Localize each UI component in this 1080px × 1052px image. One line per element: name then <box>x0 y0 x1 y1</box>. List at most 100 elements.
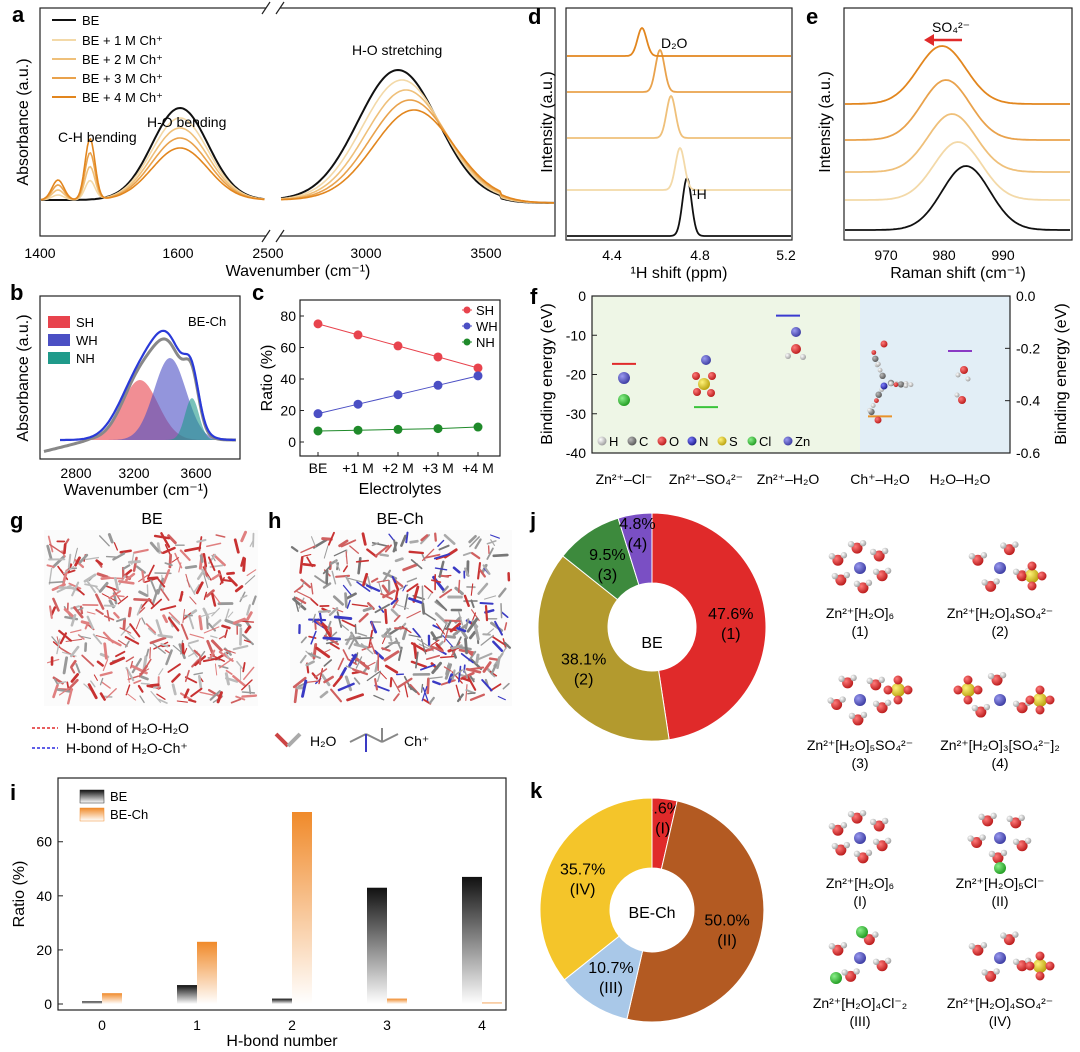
atom-s <box>891 683 905 697</box>
legend-atom-H: H <box>609 434 618 449</box>
chart-f: 0 -10 -20 -30 -40 0.0 -0.2 -0.4 -0.6 Zn²⁺–Cl⁻ Zn²⁺… <box>566 288 1041 487</box>
xtick-i-2: 2 <box>288 1017 296 1033</box>
point-SH-2 <box>393 341 403 351</box>
donut-k-label-2: 10.7% <box>588 960 633 977</box>
structure-id-k-structs-2: (III) <box>850 1013 871 1029</box>
atom-h <box>983 703 991 711</box>
xlabel-b: Wavenumber (cm⁻¹) <box>64 482 209 499</box>
atom-o <box>1025 961 1035 971</box>
atom-zn <box>854 832 866 844</box>
atom-zn <box>994 694 1006 706</box>
ylabel-c: Ratio (%) <box>259 345 276 412</box>
atom-o <box>851 812 863 824</box>
atom-o <box>863 934 875 946</box>
atom-o <box>971 837 983 849</box>
point-NH-3 <box>433 424 443 434</box>
donut-j-slice-0 <box>651 512 767 741</box>
legend-a: BE BE + 1 M Ch⁺ BE + 2 M Ch⁺ BE + 3 M Ch… <box>52 13 163 105</box>
structures-j: Zn²⁺[H₂O]₆ (1) Zn²⁺[H₂O]₄SO₄²⁻ (2) Zn²⁺[H₂O]… <box>807 539 1060 771</box>
chart-i: 0 20 40 60 0 1 2 3 4 <box>36 812 502 1033</box>
ytick-i-2: 40 <box>36 888 52 904</box>
atom-h <box>827 697 834 704</box>
atom-choline <box>888 381 894 387</box>
donut-k: 3.6% (I) 50.0% (II) 10.7% (III) 35.7% (IV) <box>539 797 765 1023</box>
atom-h <box>881 547 889 555</box>
atom-o <box>985 580 997 592</box>
atom-h <box>978 813 985 821</box>
donut-k-num-3: (IV) <box>570 882 596 899</box>
atom-o <box>982 815 994 827</box>
atom-o <box>873 820 885 832</box>
atom-h <box>955 372 961 378</box>
tick-e-990: 990 <box>991 247 1015 263</box>
ytick-c-2: 40 <box>280 371 296 387</box>
legend-atom-O: O <box>669 434 679 449</box>
xtick-i-0: 0 <box>98 1017 106 1033</box>
atom-h <box>853 580 861 588</box>
atom-o <box>960 366 968 374</box>
atom-zn <box>854 562 866 574</box>
ylabel-d: Intensity (a.u.) <box>539 71 556 172</box>
atom-h <box>847 810 855 818</box>
legend-i-bech: BE-Ch <box>110 807 148 822</box>
panel-k: k 3.6% (I) 50.0% (II) 10.7% (III) 35.7% (IV) BE… <box>530 778 1055 1029</box>
atom-o <box>693 388 701 396</box>
atom-o <box>852 714 864 726</box>
panel-letter-j: j <box>529 508 536 533</box>
xtick-i-3: 3 <box>383 1017 391 1033</box>
panel-f: f 0 -10 -20 -30 -40 0.0 -0.2 -0.4 -0.6 Zn²⁺–Cl⁻ Zn… <box>530 284 1070 487</box>
atom-zn <box>994 952 1006 964</box>
structure-name-j-structs-3: Zn²⁺[H₂O]₃[SO₄²⁻]₂ <box>940 737 1060 753</box>
hbond-legend: H-bond of H₂O-H₂O H-bond of H₂O-Ch⁺ H₂O … <box>32 720 429 756</box>
tick-c-3: +3 M <box>422 460 454 476</box>
ytick-f-left-3: -30 <box>566 406 586 422</box>
structure-name-j-structs-2: Zn²⁺[H₂O]₅SO₄²⁻ <box>807 737 913 753</box>
atom-h <box>1000 542 1007 549</box>
spectrum-a-left-4 <box>40 137 265 201</box>
atom-s <box>698 378 710 390</box>
panel-letter-k: k <box>530 778 543 803</box>
structure-name-j-structs-1: Zn²⁺[H₂O]₄SO₄²⁻ <box>947 605 1053 621</box>
atom-o <box>1027 561 1037 571</box>
choline-molecule-icon <box>349 728 399 752</box>
ytick-i-1: 20 <box>36 942 52 958</box>
spectra-a <box>40 68 554 204</box>
atom-s <box>1025 569 1039 583</box>
atom-o <box>851 542 863 554</box>
legend-water: H₂O <box>310 733 337 749</box>
atom-h <box>1006 815 1013 823</box>
atom-o <box>1045 961 1055 971</box>
bar-BE-Ch-2 <box>292 812 312 1004</box>
donut-j-num-3: (4) <box>628 536 648 553</box>
raman-trace-2 <box>845 113 1070 173</box>
atom-h <box>859 809 867 817</box>
atom-o <box>880 340 888 348</box>
ytick-i-0: 0 <box>44 996 52 1012</box>
point-WH-1 <box>353 399 363 409</box>
atom-h <box>971 704 979 712</box>
title-g: BE <box>141 511 162 528</box>
bar-BE-4 <box>462 876 482 1004</box>
tick-b-2800: 2800 <box>60 465 91 481</box>
deconvolution-b <box>43 329 236 453</box>
donut-j-slice-1 <box>537 555 670 742</box>
point-SH-3 <box>433 352 443 362</box>
bar-BE-0 <box>82 1001 102 1004</box>
ylabel-f-left: Binding energy (eV) <box>539 303 556 444</box>
raman-trace-0 <box>845 165 1070 231</box>
legend-hbond-water: H-bond of H₂O-H₂O <box>66 720 189 736</box>
panel-j: j 47.6% (1) 38.1% (2) 9.5% (3) 4.8% (4) BE Zn²⁺… <box>529 508 1060 771</box>
atom-h <box>987 672 995 680</box>
atom-h <box>785 353 791 359</box>
raman-trace-4 <box>845 45 1070 105</box>
legend-b-nh: NH <box>76 351 95 366</box>
atom-o <box>707 389 715 397</box>
legend-hbond-ch: H-bond of H₂O-Ch⁺ <box>66 740 188 756</box>
category-f-1: Zn²⁺–SO₄²⁻ <box>669 471 743 487</box>
spectrum-a-right-2 <box>280 89 554 204</box>
structure-id-j-structs-3: (4) <box>991 755 1008 771</box>
atom-h <box>1012 958 1020 965</box>
donut-j: 47.6% (1) 38.1% (2) 9.5% (3) 4.8% (4) <box>537 512 767 742</box>
atom-o <box>876 702 888 714</box>
atom-o <box>708 372 716 380</box>
